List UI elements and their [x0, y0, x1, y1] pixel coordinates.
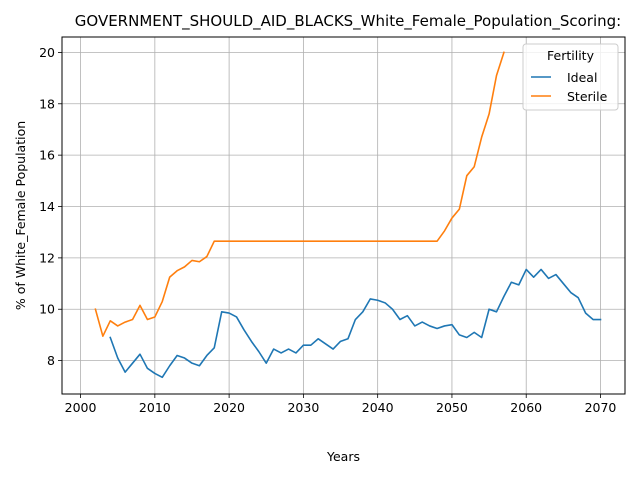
legend: Fertility Ideal Sterile: [522, 43, 619, 111]
series-line-ideal: [109, 268, 602, 379]
y-axis-label: % of White_Female Population: [13, 121, 28, 310]
x-tick-label: 2050: [436, 400, 468, 415]
x-tick-label: 2060: [510, 400, 542, 415]
y-tick-label: 12: [39, 250, 55, 265]
x-tick-label: 2000: [65, 400, 97, 415]
x-axis-label: Years: [326, 449, 360, 464]
x-tick-label: 2020: [213, 400, 245, 415]
y-tick-label: 8: [47, 353, 55, 368]
legend-box: [522, 43, 619, 111]
y-tick-label: 16: [39, 148, 55, 163]
ticks: 2000 2010 2020 2030 2040 2050 2060 2070 8 10 12 14 1…: [39, 45, 616, 415]
legend-label-ideal: Ideal: [567, 70, 597, 85]
y-tick-label: 10: [39, 302, 55, 317]
series-group: [94, 51, 602, 379]
y-tick-label: 18: [39, 96, 55, 111]
series-line-sterile: [94, 51, 505, 338]
y-tick-label: 20: [39, 45, 55, 60]
y-tick-label: 14: [39, 199, 55, 214]
legend-title: Fertility: [547, 48, 595, 63]
chart-title: GOVERNMENT_SHOULD_AID_BLACKS_White_Femal…: [75, 12, 621, 31]
x-tick-label: 2040: [362, 400, 394, 415]
legend-label-sterile: Sterile: [567, 89, 608, 104]
plot-frame: [61, 36, 626, 395]
x-tick-label: 2030: [287, 400, 319, 415]
x-tick-label: 2010: [139, 400, 171, 415]
x-tick-label: 2070: [585, 400, 617, 415]
